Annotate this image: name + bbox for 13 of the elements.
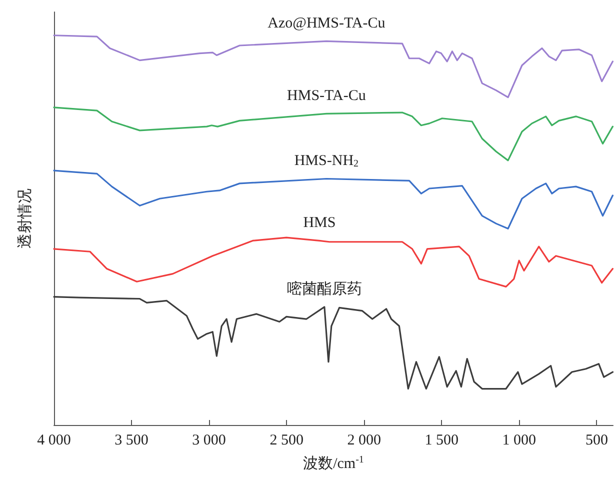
x-tick-label: 500 <box>585 432 608 448</box>
x-tick-label: 3 000 <box>192 432 226 448</box>
series-label: HMS <box>303 215 336 232</box>
x-tick-label: 2 500 <box>270 432 304 448</box>
series-label: Azo@HMS-TA-Cu <box>268 16 386 32</box>
x-tick-label: 1 000 <box>502 432 536 448</box>
x-tick-label: 4 000 <box>37 432 71 448</box>
y-axis-title: 透射情况 <box>16 188 34 248</box>
x-tick-label: 2 000 <box>347 432 381 448</box>
x-tick-label: 1 500 <box>424 432 459 448</box>
series-label: 嘧菌酯原药 <box>286 280 362 298</box>
x-tick-label: 3 500 <box>114 432 148 448</box>
series-label: HMS-TA-Cu <box>287 88 366 104</box>
